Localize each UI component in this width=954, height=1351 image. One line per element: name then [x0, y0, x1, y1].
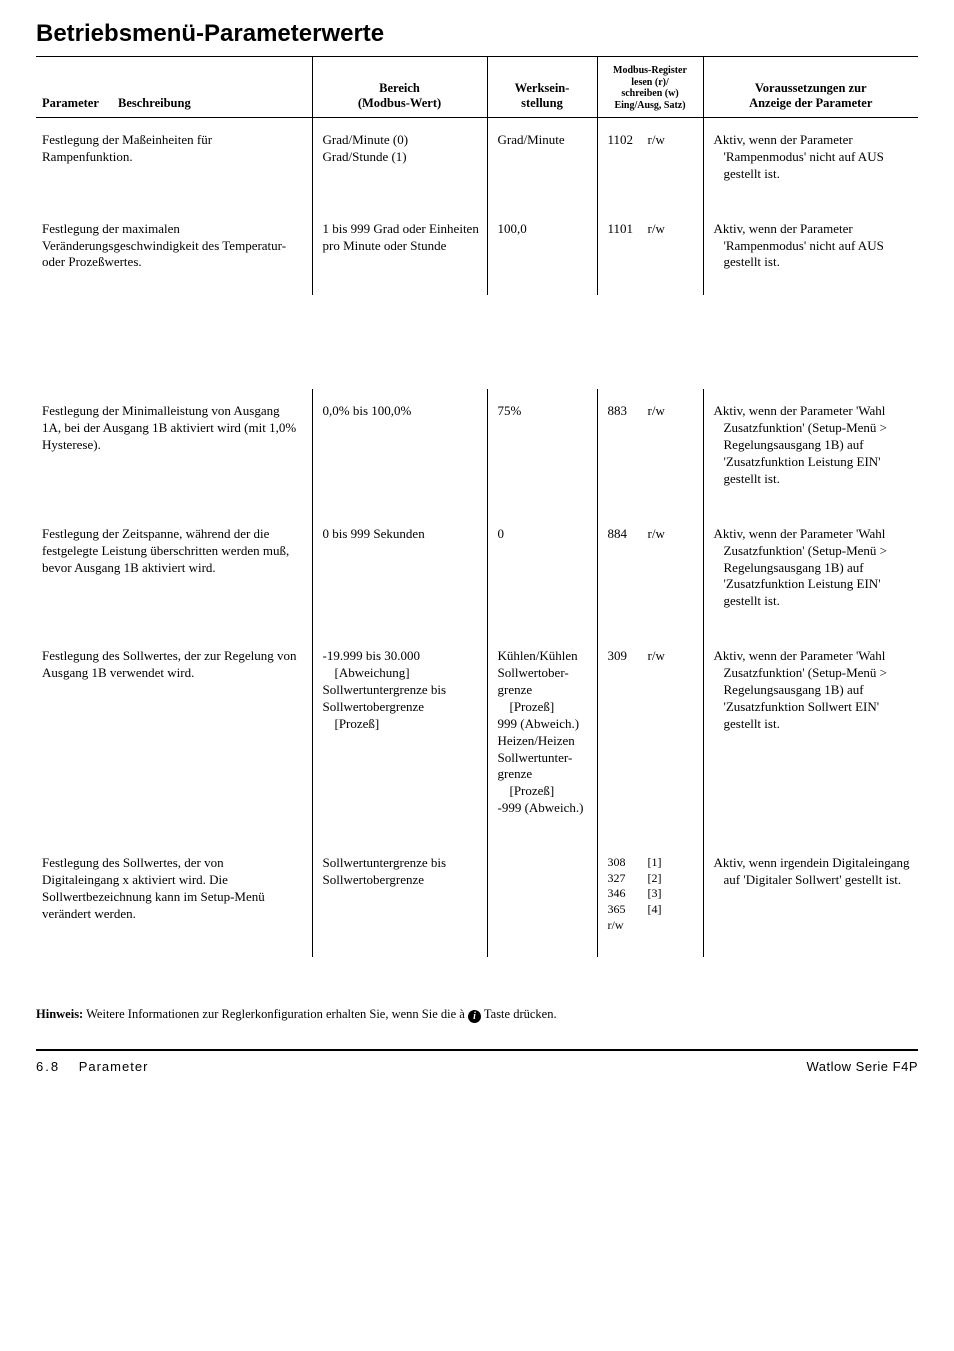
col-header-modbus: Modbus-Registerlesen (r)/schreiben (w)Ei…: [597, 57, 703, 118]
page-footer: 6.8 Parameter Watlow Serie F4P: [36, 1059, 918, 1092]
cell-modbus: 309r/w: [597, 634, 703, 841]
cell-factory: 75%: [487, 389, 597, 511]
footnote-text-after: Taste drücken.: [481, 1007, 557, 1021]
col-header-conditions: Voraussetzungen zurAnzeige der Parameter: [703, 57, 918, 118]
col-header-factory: Werksein-stellung: [487, 57, 597, 118]
cell-factory: Kühlen/KühlenSollwertober-grenze[Prozeß]…: [487, 634, 597, 841]
cell-condition: Aktiv, wenn der Parameter 'Rampenmodus' …: [703, 118, 918, 207]
cell-factory: [487, 841, 597, 957]
section-gap: [36, 295, 918, 351]
condition-text: Aktiv, wenn der Parameter 'Rampenmodus' …: [714, 132, 913, 183]
footnote-text-before: Weitere Informationen zur Reglerkonfigur…: [83, 1007, 468, 1021]
cell-range: 0 bis 999 Sekunden: [312, 512, 487, 634]
cell-modbus: 883r/w: [597, 389, 703, 511]
cell-range: -19.999 bis 30.000[Abweichung]Sollwertun…: [312, 634, 487, 841]
cell-description: Festlegung der Maßeinheiten für Rampenfu…: [36, 118, 312, 207]
table-row: Festlegung der Zeitspanne, während der d…: [36, 512, 918, 634]
cell-range: Sollwertuntergrenze bis Sollwertobergren…: [312, 841, 487, 957]
cell-range: 0,0% bis 100,0%: [312, 389, 487, 511]
info-icon: i: [468, 1010, 481, 1023]
cell-factory: Grad/Minute: [487, 118, 597, 207]
parameter-table: Parameter Beschreibung Bereich(Modbus-We…: [36, 56, 918, 957]
table-row: Festlegung des Sollwertes, der zur Regel…: [36, 634, 918, 841]
cell-description: Festlegung der Minimalleistung von Ausga…: [36, 389, 312, 511]
cell-condition: Aktiv, wenn der Parameter 'Wahl Zusatzfu…: [703, 389, 918, 511]
cell-range: Grad/Minute (0)Grad/Stunde (1): [312, 118, 487, 207]
table-row: Festlegung der Maßeinheiten für Rampenfu…: [36, 118, 918, 207]
col-header-description: Beschreibung: [112, 57, 312, 118]
cell-condition: Aktiv, wenn irgendein Digitaleingang auf…: [703, 841, 918, 957]
table-row: Festlegung der maximalen Veränderungsges…: [36, 207, 918, 296]
cell-description: Festlegung des Sollwertes, der zur Regel…: [36, 634, 312, 841]
cell-description: Festlegung der maximalen Veränderungsges…: [36, 207, 312, 296]
footer-product: Watlow Serie F4P: [806, 1059, 918, 1074]
cell-modbus: 884r/w: [597, 512, 703, 634]
cell-range: 1 bis 999 Grad oder Einheiten pro Minute…: [312, 207, 487, 296]
condition-text: Aktiv, wenn der Parameter 'Wahl Zusatzfu…: [714, 648, 913, 732]
footer-page-number: 6.8: [36, 1059, 60, 1074]
condition-text: Aktiv, wenn irgendein Digitaleingang auf…: [714, 855, 913, 889]
table-row: Festlegung des Sollwertes, der von Digit…: [36, 841, 918, 957]
footnote-label: Hinweis:: [36, 1007, 83, 1021]
cell-modbus: 1102r/w: [597, 118, 703, 207]
cell-condition: Aktiv, wenn der Parameter 'Wahl Zusatzfu…: [703, 512, 918, 634]
cell-condition: Aktiv, wenn der Parameter 'Rampenmodus' …: [703, 207, 918, 296]
footer-section: Parameter: [79, 1059, 149, 1074]
cell-modbus: 1101r/w: [597, 207, 703, 296]
col-header-parameter: Parameter: [36, 57, 112, 118]
table-row: Festlegung der Minimalleistung von Ausga…: [36, 389, 918, 511]
footnote: Hinweis: Weitere Informationen zur Regle…: [36, 1007, 918, 1023]
cell-description: Festlegung des Sollwertes, der von Digit…: [36, 841, 312, 957]
condition-text: Aktiv, wenn der Parameter 'Wahl Zusatzfu…: [714, 526, 913, 610]
cell-modbus: 308[1]327[2]346[3]365[4]r/w: [597, 841, 703, 957]
col-header-range: Bereich(Modbus-Wert): [312, 57, 487, 118]
condition-text: Aktiv, wenn der Parameter 'Rampenmodus' …: [714, 221, 913, 272]
cell-description: Festlegung der Zeitspanne, während der d…: [36, 512, 312, 634]
cell-factory: 0: [487, 512, 597, 634]
condition-text: Aktiv, wenn der Parameter 'Wahl Zusatzfu…: [714, 403, 913, 487]
footer-rule: [36, 1049, 918, 1051]
page-title: Betriebsmenü-Parameterwerte: [36, 20, 918, 48]
cell-condition: Aktiv, wenn der Parameter 'Wahl Zusatzfu…: [703, 634, 918, 841]
section-gap-narrow: [36, 351, 918, 389]
cell-factory: 100,0: [487, 207, 597, 296]
